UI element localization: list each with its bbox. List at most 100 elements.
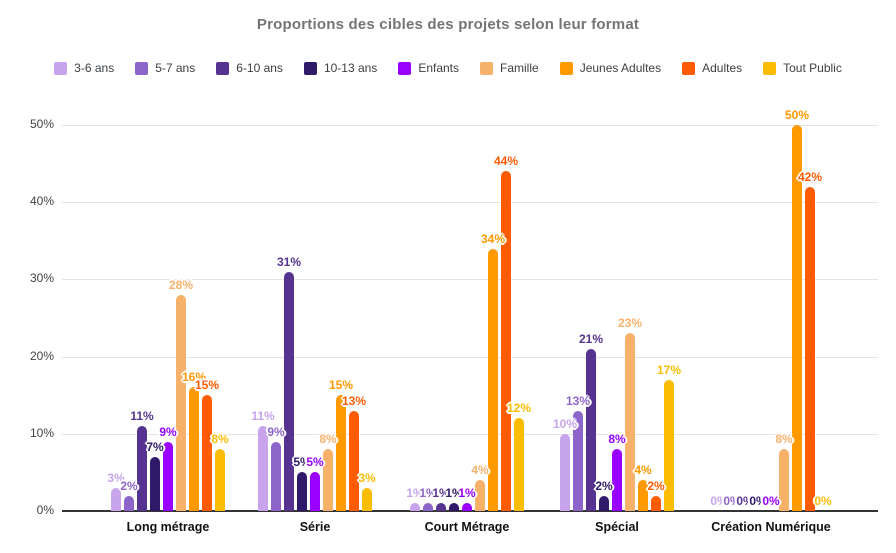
bar bbox=[423, 503, 433, 511]
bar bbox=[111, 487, 121, 511]
bar bbox=[215, 449, 225, 511]
bar-value-label: 42% bbox=[797, 169, 823, 184]
bar bbox=[323, 449, 333, 511]
bar bbox=[310, 472, 320, 511]
legend-swatch-icon bbox=[135, 61, 149, 75]
y-tick-label: 20% bbox=[29, 348, 54, 363]
legend-swatch-icon bbox=[480, 61, 494, 75]
bar-value-label: 0% bbox=[762, 494, 780, 508]
bar bbox=[271, 441, 281, 511]
bar bbox=[514, 418, 524, 511]
bar bbox=[586, 348, 596, 511]
x-category-label: Création Numérique bbox=[711, 520, 831, 534]
legend-swatch-icon bbox=[216, 61, 230, 75]
bar-value-label: 11% bbox=[251, 409, 275, 424]
bar bbox=[176, 294, 186, 511]
legend-label: Jeunes Adultes bbox=[579, 61, 662, 75]
bar bbox=[258, 426, 268, 511]
bar-value-label: 7% bbox=[146, 439, 164, 454]
bar-value-label: 11% bbox=[130, 409, 154, 424]
bar-value-label: 1% bbox=[445, 486, 463, 501]
bar bbox=[163, 441, 173, 511]
bar-value-label: 3% bbox=[358, 470, 376, 485]
gridline bbox=[62, 202, 878, 204]
y-tick-label: 50% bbox=[29, 117, 54, 131]
legend-swatch-icon bbox=[54, 61, 68, 75]
bar-value-label: 1% bbox=[432, 486, 450, 501]
bar-value-label: 50% bbox=[784, 108, 810, 122]
bar bbox=[501, 171, 511, 511]
bar bbox=[297, 472, 307, 511]
gridline bbox=[62, 279, 878, 281]
bar-value-label: 3% bbox=[107, 470, 125, 485]
bar bbox=[410, 503, 420, 511]
bar-value-label: 5% bbox=[293, 455, 311, 470]
bar-value-label: 8% bbox=[319, 432, 337, 447]
bar bbox=[664, 379, 674, 511]
legend-label: Enfants bbox=[418, 61, 460, 75]
gridline bbox=[62, 433, 878, 435]
bar bbox=[449, 503, 459, 511]
bar bbox=[651, 495, 661, 511]
bar bbox=[349, 410, 359, 511]
bar-value-label: 15% bbox=[194, 378, 220, 393]
bar bbox=[124, 495, 134, 511]
bar bbox=[488, 248, 498, 511]
x-category-label: Série bbox=[299, 520, 331, 534]
bar bbox=[805, 186, 815, 511]
legend-swatch-icon bbox=[763, 61, 777, 75]
bar bbox=[779, 449, 789, 511]
bar-value-label: 8% bbox=[211, 432, 229, 447]
bar-value-label: 23% bbox=[617, 316, 643, 331]
legend-item: Jeunes Adultes bbox=[559, 61, 662, 75]
bar bbox=[573, 410, 583, 511]
legend-item: Famille bbox=[480, 61, 539, 75]
bar-value-label: 15% bbox=[328, 378, 354, 393]
gridline bbox=[62, 356, 878, 358]
legend-swatch-icon bbox=[398, 61, 412, 75]
bar bbox=[189, 387, 199, 511]
bar-value-label: 8% bbox=[608, 432, 626, 447]
chart-title: Proportions des cibles des projets selon… bbox=[256, 16, 640, 33]
legend-label: Famille bbox=[500, 61, 539, 75]
bar bbox=[362, 487, 372, 511]
bar-value-label: 34% bbox=[480, 231, 506, 246]
bar-value-label: 8% bbox=[775, 432, 793, 447]
bar-value-label: 0% bbox=[736, 494, 754, 508]
legend-label: Adultes bbox=[702, 61, 743, 75]
bar-value-label: 0% bbox=[723, 494, 741, 508]
bar-value-label: 2% bbox=[120, 478, 138, 493]
legend-label: 6-10 ans bbox=[236, 61, 283, 75]
y-tick-label: 0% bbox=[36, 503, 54, 517]
legend-swatch-icon bbox=[682, 61, 696, 75]
bar-value-label: 44% bbox=[493, 154, 519, 169]
x-category-label: Court Métrage bbox=[424, 520, 510, 534]
bar-value-label: 0% bbox=[710, 494, 728, 508]
bar-value-label: 16% bbox=[181, 370, 207, 385]
legend-swatch-icon bbox=[303, 61, 317, 75]
bar bbox=[284, 271, 294, 511]
legend-item: 3-6 ans bbox=[54, 61, 114, 75]
legend-label: 10-13 ans bbox=[323, 61, 378, 75]
bar bbox=[599, 495, 609, 511]
bar-value-label: 10% bbox=[552, 416, 578, 431]
bar-value-label: 9% bbox=[267, 424, 285, 439]
legend-item: Enfants bbox=[398, 61, 459, 75]
bar bbox=[336, 395, 346, 511]
bar-value-label: 4% bbox=[471, 463, 489, 478]
bar bbox=[150, 456, 160, 511]
legend-swatch-icon bbox=[559, 61, 573, 75]
bar-value-label: 1% bbox=[406, 486, 424, 501]
bar-value-label: 17% bbox=[656, 362, 682, 377]
bar-value-label: 5% bbox=[306, 455, 324, 470]
chart-legend: 3-6 ans 5-7 ans 6-10 ans 10-13 ans Enfants Fa… bbox=[0, 61, 896, 75]
bar bbox=[137, 426, 147, 511]
gridline bbox=[62, 125, 878, 126]
bar bbox=[475, 480, 485, 511]
bar bbox=[612, 449, 622, 511]
bar bbox=[202, 395, 212, 511]
legend-label: 3-6 ans bbox=[74, 61, 115, 75]
legend-item: Adultes bbox=[682, 61, 742, 75]
bar-value-label: 28% bbox=[168, 277, 194, 292]
legend-item: 10-13 ans bbox=[303, 61, 378, 75]
